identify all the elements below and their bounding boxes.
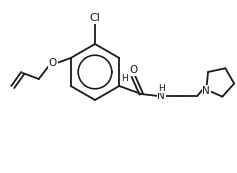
Text: O: O [129, 65, 137, 75]
Text: Cl: Cl [90, 13, 100, 23]
Text: O: O [49, 58, 57, 68]
Text: N: N [202, 85, 210, 95]
Text: H: H [158, 84, 165, 93]
Text: H: H [121, 74, 128, 83]
Text: N: N [157, 91, 165, 101]
